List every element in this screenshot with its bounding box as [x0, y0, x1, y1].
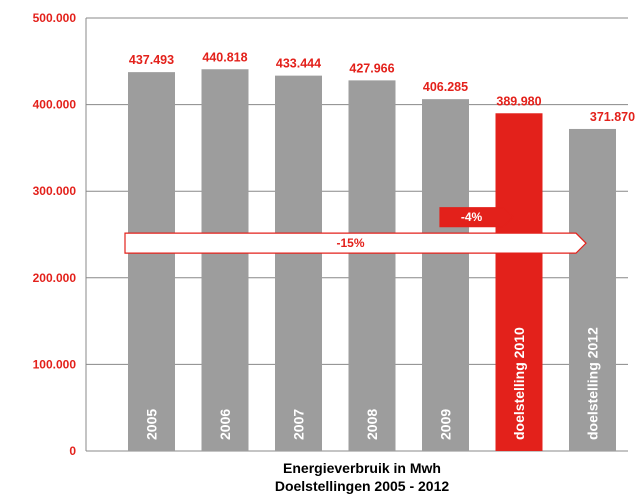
reduction-label: -15%	[336, 236, 364, 250]
arrow-minus-15-percent	[124, 232, 587, 254]
bar-value-label: 440.818	[202, 50, 247, 64]
category-label: doelstelling 2010	[511, 327, 527, 440]
category-label: 2007	[291, 409, 307, 440]
bar-value-label: 371.870	[590, 110, 635, 124]
category-labels: 2005 2006 2007 2008 2009 doelstelling 2010 doe…	[144, 327, 601, 440]
y-tick-label: 500.000	[33, 11, 77, 25]
bar-value-label: 433.444	[276, 57, 321, 71]
bar	[348, 80, 396, 452]
y-tick-label: 0	[69, 444, 76, 458]
category-label: 2005	[144, 409, 160, 440]
bar-value-label: 427.966	[349, 61, 394, 75]
arrow-minus-4-percent	[439, 207, 514, 228]
y-tick-label: 400.000	[33, 98, 77, 112]
category-label: 2009	[438, 409, 454, 440]
category-label: doelstelling 2012	[585, 327, 601, 440]
bar	[422, 99, 469, 451]
bar-value-label: 406.285	[423, 80, 468, 94]
reduction-arrows: -15% -4%	[124, 207, 587, 254]
category-label: 2008	[364, 409, 380, 440]
y-tick-label: 200.000	[33, 271, 77, 285]
category-label: 2006	[217, 409, 233, 440]
bars	[128, 69, 616, 452]
bar	[495, 113, 543, 452]
bar	[275, 75, 322, 451]
bar-value-label: 437.493	[129, 53, 174, 67]
bar	[128, 72, 175, 451]
bar	[569, 128, 616, 452]
chart-title-line-1: Energieverbruik in Mwh	[283, 460, 441, 476]
bar-value-label: 389.980	[496, 94, 541, 108]
y-axis-ticks: 0 100.000 200.000 300.000 400.000 500.000	[33, 11, 77, 458]
chart-title-line-2: Doelstellingen 2005 - 2012	[275, 478, 450, 494]
y-tick-label: 100.000	[33, 357, 77, 371]
value-labels: 437.493 440.818 433.444 427.966 406.285 389.9…	[129, 50, 635, 124]
bar	[201, 69, 249, 451]
reduction-label: -4%	[461, 210, 483, 224]
y-tick-label: 300.000	[33, 184, 77, 198]
